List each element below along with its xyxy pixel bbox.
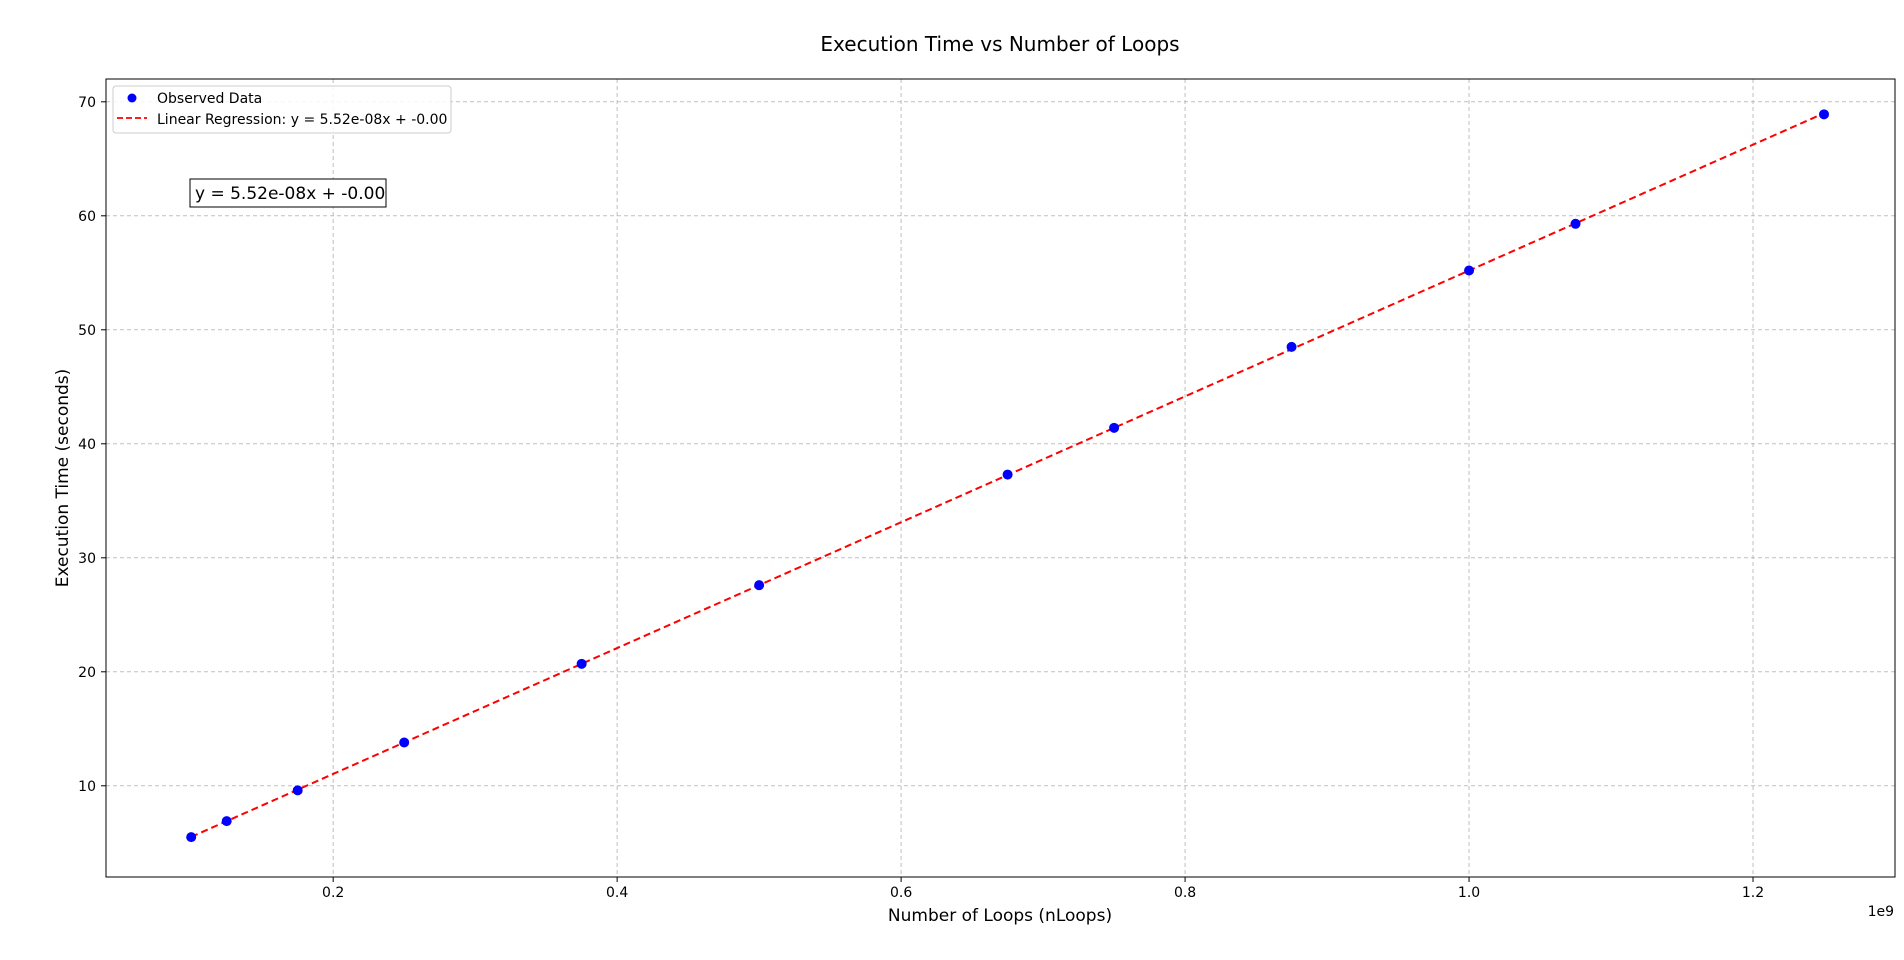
data-point xyxy=(186,832,197,843)
legend-marker-observed xyxy=(127,93,137,103)
y-axis-label: Execution Time (seconds) xyxy=(53,369,73,588)
data-point xyxy=(1109,422,1120,433)
legend-label-observed: Observed Data xyxy=(157,91,262,107)
plot-area-frame xyxy=(105,78,1896,878)
x-tick-label: 1.2 xyxy=(1742,885,1764,901)
x-axis-label: Number of Loops (nLoops) xyxy=(888,906,1112,926)
y-tick-label: 60 xyxy=(78,209,96,225)
x-tick-label: 0.2 xyxy=(322,885,344,901)
x-tick-label: 0.8 xyxy=(1174,885,1196,901)
x-tick-label: 1.0 xyxy=(1458,885,1480,901)
grid-lines xyxy=(106,79,1895,877)
equation-annotation-text: y = 5.52e-08x + -0.00 xyxy=(195,184,385,204)
data-point xyxy=(292,785,303,796)
y-tick-label: 10 xyxy=(78,779,96,795)
equation-annotation-box xyxy=(189,178,387,208)
x-axis-offset-label: 1e9 xyxy=(1868,904,1894,920)
equation-annotation: y = 5.52e-08x + -0.00 xyxy=(189,178,387,208)
legend-box xyxy=(112,85,452,134)
y-tick-label: 40 xyxy=(78,437,96,453)
y-tick-label: 50 xyxy=(78,323,96,339)
data-point xyxy=(576,658,587,669)
data-point xyxy=(1464,265,1475,276)
data-point xyxy=(1286,341,1297,352)
y-tick-label: 30 xyxy=(78,551,96,567)
data-point xyxy=(1819,109,1830,120)
y-tick-label: 70 xyxy=(78,95,96,111)
data-point xyxy=(221,816,232,827)
x-tick-label: 0.6 xyxy=(890,885,912,901)
data-points-layer xyxy=(186,109,1830,843)
data-point xyxy=(1570,218,1581,229)
x-tick-label: 0.4 xyxy=(606,885,628,901)
chart-title: Execution Time vs Number of Loops xyxy=(820,32,1179,56)
y-tick-label: 20 xyxy=(78,665,96,681)
data-point xyxy=(754,580,765,591)
data-point xyxy=(1002,469,1013,480)
legend: Observed Data Linear Regression: y = 5.5… xyxy=(112,85,452,134)
axis-ticks: 0.2 0.4 0.6 0.8 1.0 1.2 10 20 30 40 50 60 70 xyxy=(78,95,1764,901)
legend-label-regression: Linear Regression: y = 5.52e-08x + -0.00 xyxy=(157,112,447,128)
data-point xyxy=(399,737,410,748)
